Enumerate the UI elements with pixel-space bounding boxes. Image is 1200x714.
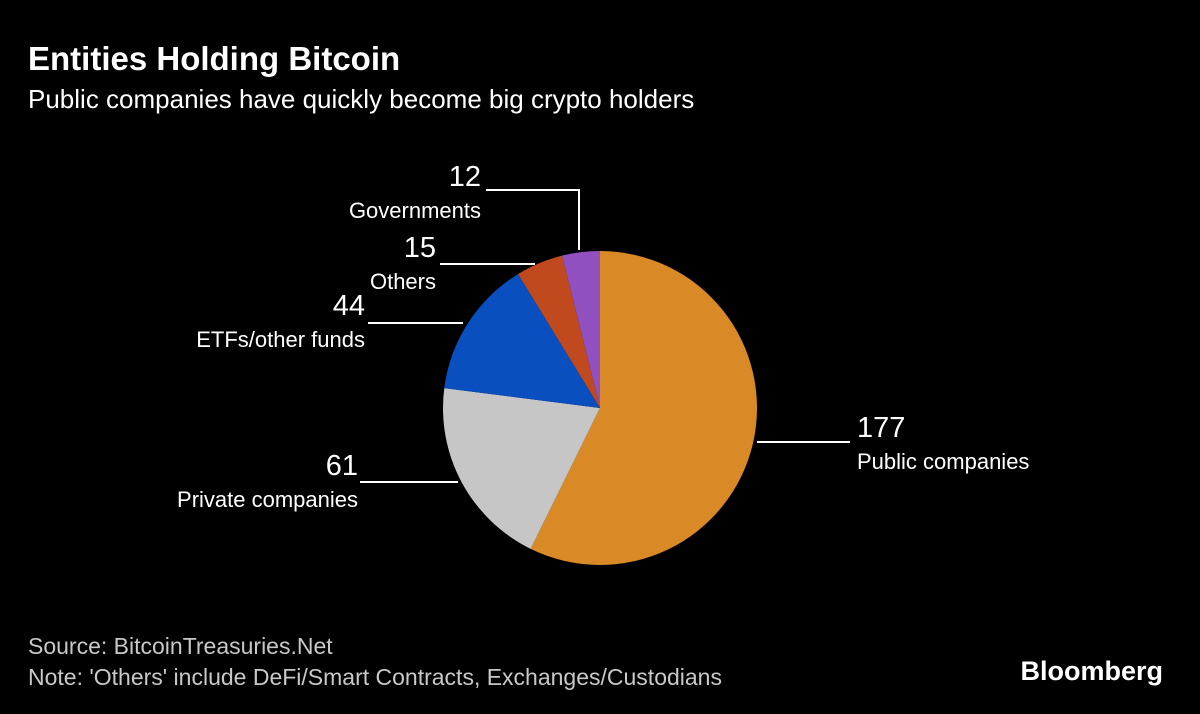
category-label: Others	[370, 269, 436, 294]
category-label: ETFs/other funds	[196, 327, 365, 352]
source: Source: BitcoinTreasuries.Net	[28, 633, 333, 659]
pie-slice	[518, 255, 600, 408]
category-label: Governments	[349, 198, 481, 223]
pie-slice	[530, 251, 757, 565]
note: Note: 'Others' include DeFi/Smart Contra…	[28, 664, 722, 690]
pie-slice	[442, 388, 600, 549]
data-label: 44	[333, 290, 365, 322]
data-label: 61	[326, 450, 358, 482]
chart-subtitle: Public companies have quickly become big…	[28, 84, 694, 114]
category-label: Private companies	[177, 487, 358, 512]
data-label: 15	[404, 232, 436, 264]
data-label: 177	[857, 412, 905, 444]
data-label: 12	[449, 161, 481, 193]
pie-slice	[562, 251, 600, 408]
leader-line	[486, 189, 580, 250]
category-label: Public companies	[857, 449, 1029, 474]
logo: Bloomberg	[1020, 656, 1163, 686]
pie-slice	[444, 274, 600, 408]
chart-title: Entities Holding Bitcoin	[28, 40, 400, 77]
